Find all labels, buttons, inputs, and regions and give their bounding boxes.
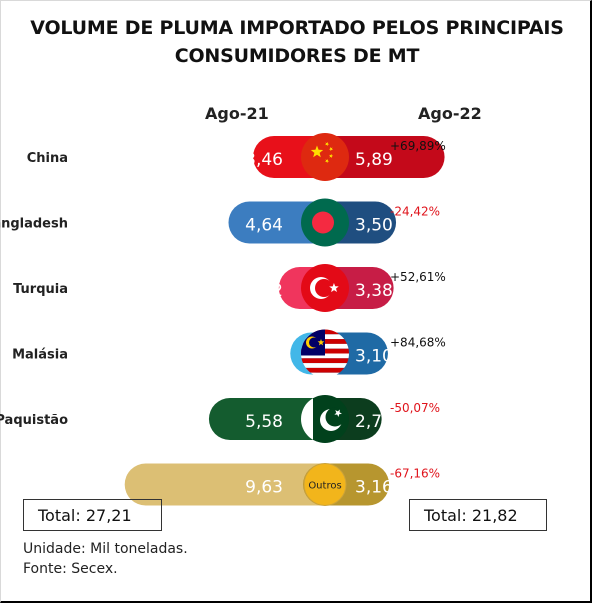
source-note: Fonte: Secex. bbox=[23, 561, 118, 577]
value-label-left-1: 4,64 bbox=[245, 216, 283, 236]
outros-badge-icon bbox=[303, 463, 347, 506]
outros-badge-label: Outros bbox=[308, 481, 341, 492]
malaysia-flag-icon bbox=[301, 329, 349, 378]
value-label-right-2: 3,38 bbox=[355, 281, 393, 301]
china-flag-icon bbox=[301, 133, 349, 181]
category-label-1: Bangladesh bbox=[0, 217, 68, 232]
change-label-0: +69,89% bbox=[390, 139, 446, 153]
bar-left-5 bbox=[124, 463, 347, 506]
value-label-right-0: 5,89 bbox=[355, 150, 393, 170]
value-label-left-4: 5,58 bbox=[245, 412, 283, 432]
value-label-left-3: 1,67 bbox=[245, 347, 283, 367]
change-label-3: +84,68% bbox=[390, 336, 446, 350]
category-label-4: Paquistão bbox=[0, 413, 68, 428]
unit-note: Unidade: Mil toneladas. bbox=[23, 541, 188, 557]
value-label-right-3: 3,10 bbox=[355, 347, 393, 367]
title-line-2: CONSUMIDORES DE MT bbox=[174, 45, 420, 67]
change-label-2: +52,61% bbox=[390, 270, 446, 284]
value-label-left-2: 2,22 bbox=[245, 281, 283, 301]
change-label-4: -50,07% bbox=[390, 401, 440, 415]
category-label-3: Malásia bbox=[12, 348, 68, 363]
value-label-right-4: 2,79 bbox=[355, 412, 393, 432]
change-label-5: -67,16% bbox=[390, 467, 440, 481]
value-label-left-5: 9,63 bbox=[245, 478, 283, 498]
chart-title: VOLUME DE PLUMA IMPORTADO PELOS PRINCIPA… bbox=[0, 14, 594, 70]
value-label-right-5: 3,16 bbox=[355, 478, 393, 498]
category-label-0: China bbox=[27, 151, 68, 166]
column-header-ago-21: Ago-21 bbox=[205, 104, 269, 123]
change-label-1: -24,42% bbox=[390, 205, 440, 219]
title-line-1: VOLUME DE PLUMA IMPORTADO PELOS PRINCIPA… bbox=[30, 17, 564, 39]
value-label-right-1: 3,50 bbox=[355, 216, 393, 236]
total-ago-21: Total: 27,21 bbox=[23, 499, 162, 531]
total-ago-22: Total: 21,82 bbox=[409, 499, 547, 531]
category-label-2: Turquia bbox=[13, 282, 68, 297]
value-label-left-0: 3,46 bbox=[245, 150, 283, 170]
column-header-ago-22: Ago-22 bbox=[418, 104, 482, 123]
